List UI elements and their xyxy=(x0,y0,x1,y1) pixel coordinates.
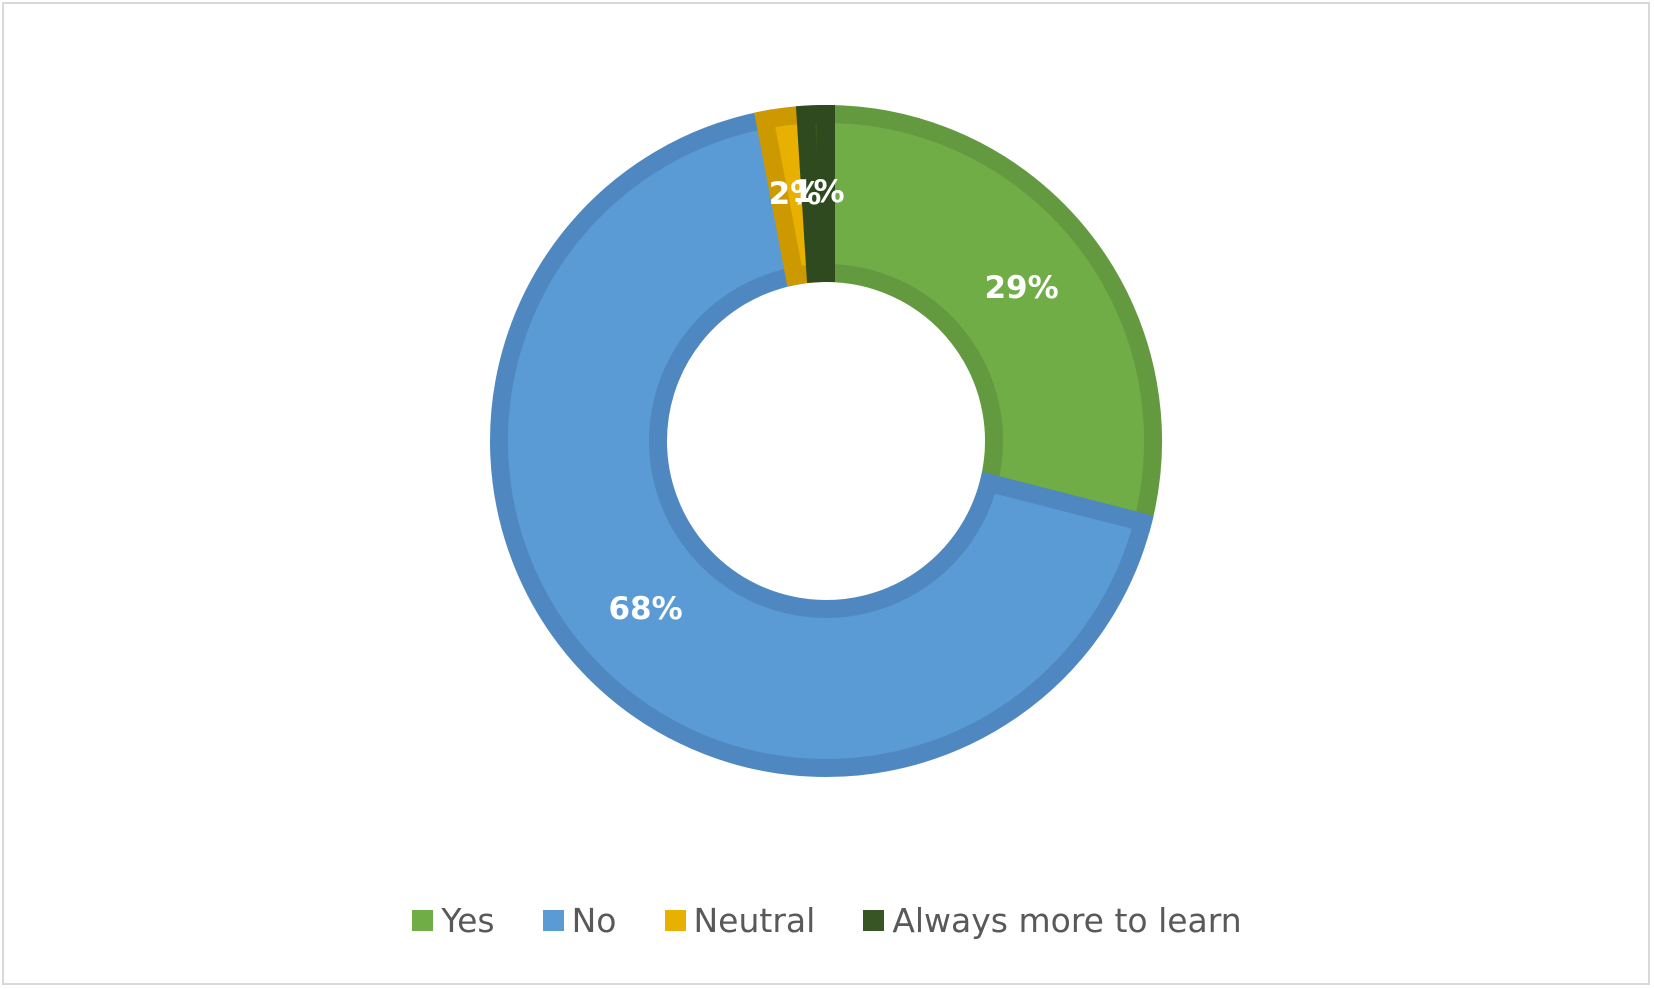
data-label-no: 68% xyxy=(608,591,682,627)
slice-always-more-to-learn xyxy=(795,104,835,283)
data-label-yes: 29% xyxy=(984,270,1058,306)
legend: Yes No Neutral Always more to learn xyxy=(0,898,1654,942)
legend-label-yes: Yes xyxy=(441,900,495,940)
legend-label-no: No xyxy=(571,900,617,940)
legend-item-neutral: Neutral xyxy=(664,900,816,940)
data-label-always-more-to-learn: 1% xyxy=(792,174,845,210)
slice-yes xyxy=(817,104,1162,534)
legend-item-yes: Yes xyxy=(412,900,495,940)
data-labels: 29% 68% 2%1% xyxy=(608,174,1058,627)
data-label-neutral: 2% xyxy=(769,176,822,212)
legend-item-always-more-to-learn: Always more to learn xyxy=(863,900,1242,940)
slice-no xyxy=(490,109,1154,777)
donut-slices xyxy=(490,104,1162,777)
legend-swatch-no xyxy=(542,909,564,931)
legend-label-neutral: Neutral xyxy=(693,900,816,940)
legend-label-always-more-to-learn: Always more to learn xyxy=(892,900,1242,940)
legend-swatch-yes xyxy=(412,909,434,931)
legend-swatch-always-more-to-learn xyxy=(863,909,885,931)
legend-item-no: No xyxy=(542,900,617,940)
legend-swatch-neutral xyxy=(664,909,686,931)
